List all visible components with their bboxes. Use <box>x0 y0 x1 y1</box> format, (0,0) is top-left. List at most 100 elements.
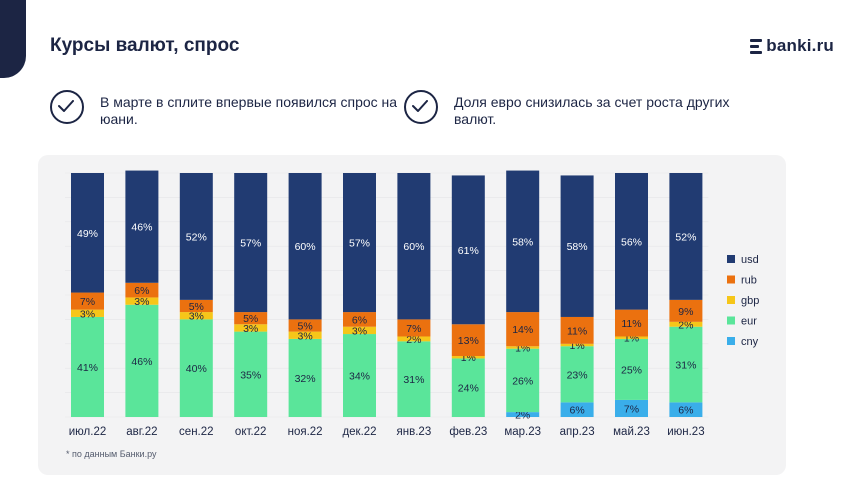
footnote: * по данным Банки.ру <box>66 449 157 459</box>
bar-segment-gbp <box>615 336 648 339</box>
data-label: 61% <box>458 245 479 257</box>
data-label: 25% <box>621 364 642 376</box>
banki-logo: banki.ru <box>750 36 834 56</box>
legend-swatch-eur <box>727 316 735 325</box>
bar-segment-rub <box>669 299 703 322</box>
stacked-bar-chart: 41%3%7%49%июл.2246%3%6%46%авг.2240%3%5%5… <box>65 170 759 438</box>
bar-segment-eur <box>234 331 268 417</box>
data-label: 46% <box>131 222 152 234</box>
bar-segment-rub <box>179 299 213 313</box>
data-label: 52% <box>186 231 207 243</box>
note-1: В марте в сплите впервые появился спрос … <box>50 90 400 128</box>
data-label: 13% <box>458 335 479 347</box>
data-label: 31% <box>403 374 424 386</box>
bar-segment-gbp <box>560 343 594 347</box>
bar-segment-eur <box>506 348 540 413</box>
data-label: 5% <box>189 301 204 313</box>
bar-segment-usd <box>451 175 485 325</box>
bar-segment-gbp <box>506 346 540 349</box>
x-tick-label: авг.22 <box>126 426 157 438</box>
data-label: 56% <box>621 236 642 248</box>
x-tick-label: мар.23 <box>504 426 541 438</box>
bar-segment-rub <box>397 319 431 337</box>
legend-swatch-usd <box>727 255 735 263</box>
bar-segment-eur <box>560 346 594 403</box>
bar-segment-eur <box>288 338 322 417</box>
bar-segment-usd <box>615 173 648 310</box>
note-text: Доля евро снизилась за счет роста других… <box>454 94 730 127</box>
bar-segment-gbp <box>343 326 376 335</box>
bar-segment-gbp <box>669 321 703 327</box>
data-label: 24% <box>458 383 479 395</box>
bar-segment-usd <box>234 173 268 313</box>
legend-swatch-gbp <box>727 296 735 304</box>
bar-segment-gbp <box>71 309 104 317</box>
data-label: 6% <box>678 405 693 417</box>
bar-segment-eur <box>615 338 648 400</box>
x-tick-label: янв.23 <box>397 426 432 438</box>
check-circle-icon <box>50 90 84 124</box>
page-title: Курсы валют, спрос <box>50 35 240 56</box>
data-label: 57% <box>240 238 261 250</box>
x-tick-label: сен.22 <box>179 426 213 438</box>
bar-segment-eur <box>669 326 703 403</box>
bar-segment-cny <box>615 399 648 417</box>
data-label: 2% <box>406 334 421 346</box>
data-label: 2% <box>515 410 530 422</box>
x-tick-label: дек.22 <box>342 426 376 438</box>
data-label: 58% <box>567 241 588 253</box>
legend-label-gbp: gbp <box>741 295 759 307</box>
legend-swatch-rub <box>727 275 735 284</box>
data-label: 49% <box>77 228 98 240</box>
data-label: 7% <box>406 323 421 335</box>
data-label: 2% <box>678 319 693 331</box>
data-label: 31% <box>675 360 696 372</box>
bar-segment-eur <box>397 341 431 417</box>
bar-segment-usd <box>506 170 540 313</box>
bar-segment-rub <box>71 292 104 310</box>
data-label: 3% <box>298 330 313 342</box>
legend-label-rub: rub <box>741 275 757 287</box>
note-text: В марте в сплите впервые появился спрос … <box>100 94 398 127</box>
bar-segment-gbp <box>125 297 159 305</box>
bar-segment-rub <box>506 312 540 347</box>
data-label: 60% <box>295 241 316 253</box>
bar-segment-eur <box>343 334 376 417</box>
bar-segment-gbp <box>288 331 322 339</box>
data-label: 14% <box>512 324 533 336</box>
data-label: 3% <box>80 308 95 320</box>
x-tick-label: июл.22 <box>69 426 107 438</box>
bar-segment-gbp <box>234 324 268 332</box>
note-2: Доля евро снизилась за счет роста других… <box>404 90 754 128</box>
bar-segment-usd <box>397 173 431 320</box>
data-label: 11% <box>567 325 587 337</box>
x-tick-label: апр.23 <box>560 426 595 438</box>
bar-segment-rub <box>234 312 268 325</box>
bar-segment-cny <box>669 402 703 417</box>
data-label: 3% <box>189 311 204 323</box>
data-label: 60% <box>403 241 424 253</box>
data-label: 6% <box>570 405 585 417</box>
data-label: 35% <box>240 369 261 381</box>
data-label: 32% <box>295 373 316 385</box>
bar-segment-rub <box>615 309 648 337</box>
check-circle-icon <box>404 90 438 124</box>
legend-swatch-cny <box>727 337 735 345</box>
data-label: 3% <box>352 325 367 337</box>
chart-panel: 41% 3% 7% 49% июл.22 46% 3% 6% 46% авг.22 40% 3% 5% 5… <box>38 155 786 475</box>
data-label: 58% <box>512 236 533 248</box>
corner-accent <box>0 0 26 78</box>
legend-label-usd: usd <box>741 254 759 266</box>
data-label: 7% <box>80 296 95 308</box>
bar-segment-gbp <box>397 336 431 342</box>
data-label: 7% <box>624 403 639 415</box>
data-label: 6% <box>134 285 149 297</box>
bar-segment-cny <box>506 412 540 417</box>
bar-segment-rub <box>451 324 485 356</box>
data-label: 3% <box>134 296 149 308</box>
bar-segment-usd <box>179 173 213 300</box>
legend-label-cny: cny <box>741 336 759 348</box>
data-label: 23% <box>567 369 588 381</box>
x-tick-label: июн.23 <box>667 426 704 438</box>
data-label: 11% <box>621 318 641 330</box>
